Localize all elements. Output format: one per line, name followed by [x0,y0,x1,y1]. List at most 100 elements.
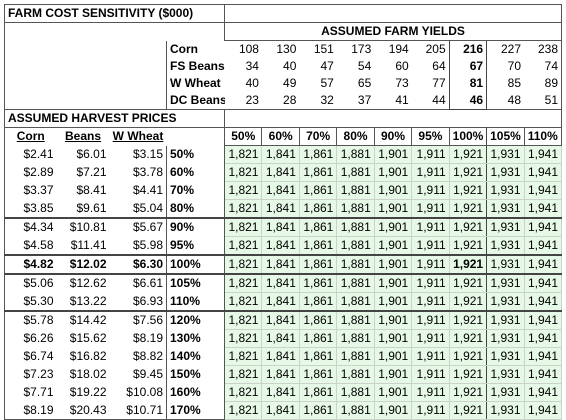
grid-value: 1,841 [261,199,300,219]
yield-row: FS Beans 34 40 47 54 60 64 67 70 74 [4,58,562,75]
grid-value: 1,901 [373,236,413,256]
grid-value: 1,821 [224,199,263,219]
grid-value: 1,911 [411,199,450,219]
grid-value: 1,931 [486,292,525,312]
blank [4,40,167,58]
price-row: $6.74 $16.82 $8.82 140% 1,821 1,841 1,861 1,881… [5,347,563,366]
grid-value: 1,821 [224,236,263,256]
grid-value: 1,931 [486,365,525,384]
grid-value: 1,921 [448,217,488,237]
grid-value: 1,911 [411,401,450,420]
yield-value: 44 [432,93,446,107]
price-row: $7.71 $19.22 $10.08 160% 1,821 1,841 1,861 1,88… [5,383,563,402]
price-value: $8.41 [76,183,107,197]
crop-label: DC Beans [170,93,225,107]
grid-value: 1,821 [224,310,263,330]
price-row: $2.41 $6.01 $3.15 50% 1,821 1,841 1,861 1,881 1,… [5,145,563,164]
price-value: $7.21 [76,165,107,179]
grid-value: 1,941 [523,273,563,293]
yield-value: 173 [351,42,372,56]
yield-value: 67 [448,58,488,75]
yield-value: 57 [320,76,334,90]
grid-value: 1,881 [336,217,375,237]
grid-value: 1,861 [298,273,338,293]
grid-value: 1,881 [336,383,375,402]
grid-column-header: 90% [373,127,413,146]
level-label: 100% [165,255,226,275]
yield-value: 60 [395,59,409,73]
yield-value: 81 [448,75,488,92]
price-value: $10.71 [126,402,163,417]
grid-value: 1,921 [448,329,488,348]
grid-value: 1,841 [261,236,300,256]
grid-value: 1,881 [336,236,375,256]
level-label: 110% [165,292,226,312]
grid-column-header: 70% [298,127,338,146]
grid-value: 1,841 [261,254,300,275]
price-row: $4.58 $11.41 $5.98 95% 1,821 1,841 1,861 1,881 1… [4,236,563,256]
grid-value: 1,911 [411,292,450,312]
price-value: $19.22 [69,385,107,399]
level-label: 80% [165,199,226,219]
grid-value: 1,931 [486,254,525,275]
grid-column-header: 110% [523,127,563,146]
grid-value: 1,921 [448,347,488,366]
price-value: $12.02 [56,255,110,275]
grid-value: 1,931 [486,199,525,219]
yields-header: ASSUMED FARM YIELDS [224,22,562,41]
price-row: $2.89 $7.21 $3.78 60% 1,821 1,841 1,861 1,881 1,… [5,163,563,182]
grid-value: 1,881 [336,347,375,366]
price-value: $15.62 [69,331,107,345]
grid-value: 1,921 [448,273,488,293]
price-value: $5.06 [23,276,54,291]
grid-value: 1,941 [523,365,563,384]
grid-value: 1,881 [336,181,375,200]
yield-row: Corn 108 130 151 173 194 205 216 227 238 [4,40,562,58]
grid-value: 1,901 [373,310,413,330]
grid-value: 1,911 [411,254,450,275]
grid-value: 1,841 [261,145,300,164]
blank [4,22,226,41]
crop-label: FS Beans [170,59,225,73]
title: FARM COST SENSITIVITY ($000) [4,4,226,23]
yield-value: 108 [238,42,259,56]
grid-value: 1,861 [298,329,338,348]
grid-value: 1,841 [261,329,300,348]
yield-value: 85 [507,76,522,90]
grid-value: 1,821 [224,329,263,348]
grid-value: 1,841 [261,181,300,200]
grid-value: 1,901 [373,217,413,237]
grid-value: 1,911 [411,329,450,348]
grid-value: 1,911 [411,163,450,182]
prices-header-row: ASSUMED HARVEST PRICES [3,109,562,128]
level-label: 150% [165,365,226,384]
grid-value: 1,941 [523,181,563,200]
yield-value: 151 [313,42,334,56]
price-value: $6.61 [132,276,163,291]
price-value: $7.71 [23,385,54,399]
level-label: 130% [165,329,226,348]
grid-value: 1,921 [448,365,488,384]
grid-value: 1,861 [298,310,338,330]
grid-value: 1,931 [486,401,525,420]
price-row: $5.06 $12.62 $6.61 105% 1,821 1,841 1,861 1,881… [5,273,563,293]
price-row: $4.82 $12.02 $6.30 100% 1,821 1,841 1,861 1,881… [4,254,563,275]
blank [4,92,167,110]
grid-value: 1,841 [261,383,300,402]
grid-value: 1,901 [373,365,413,384]
grid-value: 1,901 [373,347,413,366]
grid-value: 1,921 [448,163,488,182]
grid-value: 1,931 [486,347,525,366]
blank [224,109,562,128]
price-value: $16.82 [69,349,107,363]
grid-value: 1,941 [523,292,563,312]
grid-value: 1,821 [224,383,263,402]
grid-value: 1,931 [486,181,525,200]
grid-value: 1,841 [261,163,300,182]
yield-value: 64 [432,59,446,73]
grid-value: 1,901 [373,383,413,402]
grid-value: 1,941 [523,163,563,182]
yield-value: 54 [357,59,372,73]
level-label: 60% [165,163,226,182]
grid-value: 1,821 [224,145,263,164]
